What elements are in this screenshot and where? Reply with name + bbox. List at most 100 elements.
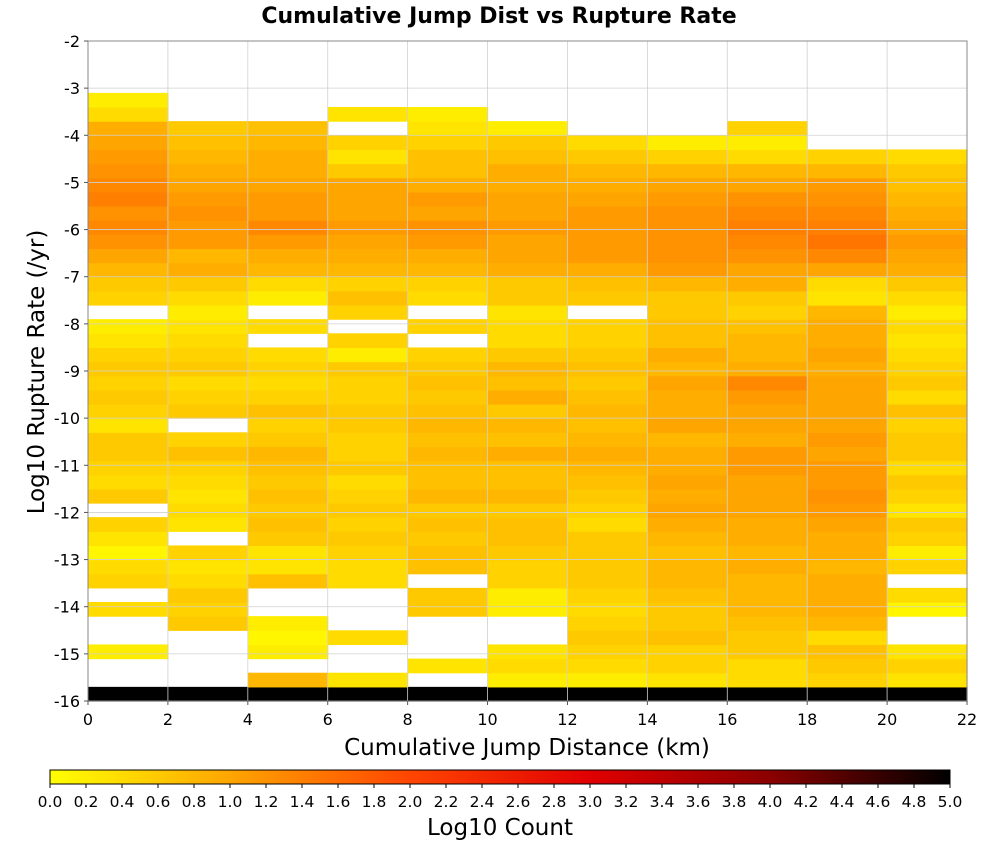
heatmap-cell <box>647 630 728 646</box>
heatmap-cell <box>727 432 808 448</box>
heatmap-cell <box>567 602 648 617</box>
y-tick-label: -10 <box>54 409 80 428</box>
heatmap-cell <box>88 177 169 193</box>
heatmap-cell <box>727 418 808 433</box>
heatmap-cell <box>167 276 249 292</box>
heatmap-cell <box>807 319 888 334</box>
heatmap-cell <box>407 135 489 151</box>
heatmap-cell <box>807 375 888 391</box>
heatmap-cell <box>807 672 888 688</box>
y-tick-label: -2 <box>64 32 80 51</box>
heatmap-cell <box>807 220 888 235</box>
heatmap-cell <box>407 503 489 518</box>
heatmap-cell <box>247 630 329 646</box>
heatmap-cell <box>167 686 249 702</box>
heatmap-cell <box>647 191 728 207</box>
heatmap-cell <box>487 658 569 674</box>
heatmap-cell <box>167 319 249 334</box>
heatmap-cell <box>167 248 249 264</box>
heatmap-cell <box>327 545 409 561</box>
heatmap-cell <box>727 234 808 250</box>
heatmap-cell <box>887 503 968 518</box>
heatmap-cell <box>487 432 569 448</box>
heatmap-cell <box>327 375 409 391</box>
heatmap-cell <box>647 460 728 476</box>
heatmap-cell <box>727 220 808 235</box>
heatmap-cell <box>647 305 728 320</box>
heatmap-cell <box>887 191 968 207</box>
heatmap-cell <box>727 488 808 504</box>
heatmap-cell <box>487 276 569 292</box>
heatmap-cell <box>167 587 249 603</box>
heatmap-cell <box>88 135 169 151</box>
heatmap-cell <box>88 149 169 165</box>
heatmap-cell <box>487 149 569 165</box>
heatmap-cell <box>247 432 329 448</box>
heatmap-cell <box>247 616 329 631</box>
heatmap-cell <box>487 220 569 235</box>
heatmap-cell <box>567 573 648 589</box>
heatmap-cell <box>88 446 169 462</box>
heatmap-cell <box>567 686 648 702</box>
heatmap-cell <box>247 446 329 462</box>
y-axis-ticks: -2 -3 -4 -5 -6 -7 -8 -9 -10 -11 -12 -13 -14 -15 -16 <box>54 32 88 711</box>
heatmap-cell <box>567 658 648 674</box>
heatmap-cell <box>727 389 808 405</box>
heatmap-cell <box>167 375 249 391</box>
heatmap-cell <box>887 531 968 547</box>
heatmap-cell <box>167 545 249 561</box>
heatmap-cell <box>327 503 409 518</box>
heatmap-cell <box>727 333 808 349</box>
heatmap-cell <box>727 573 808 589</box>
y-tick-label: -7 <box>64 268 80 287</box>
heatmap-cell <box>727 206 808 221</box>
heatmap-cell <box>327 488 409 504</box>
colorbar-tick-label: 0.8 <box>182 793 207 811</box>
heatmap-cell <box>247 347 329 363</box>
heatmap-cell <box>567 361 648 377</box>
heatmap-cell <box>88 573 169 589</box>
heatmap-cell <box>167 135 249 151</box>
heatmap-cell <box>327 531 409 547</box>
heatmap-cell <box>327 446 409 462</box>
heatmap-cell <box>887 474 968 490</box>
heatmap-cell <box>247 672 329 688</box>
heatmap-cell <box>167 234 249 250</box>
heatmap-cell <box>167 305 249 320</box>
heatmap-cell <box>407 545 489 561</box>
heatmap-cell <box>487 177 569 193</box>
heatmap-cell <box>567 347 648 363</box>
colorbar-tick-label: 2.2 <box>434 793 459 811</box>
heatmap-cell <box>167 290 249 306</box>
heatmap-cell <box>647 262 728 278</box>
heatmap-cell <box>407 375 489 391</box>
x-tick-label: 12 <box>557 710 577 729</box>
x-tick-label: 4 <box>243 710 253 729</box>
colorbar-tick-label: 0.6 <box>146 793 171 811</box>
heatmap-cell <box>647 177 728 193</box>
heatmap-cell <box>487 347 569 363</box>
heatmap-cell <box>487 587 569 603</box>
heatmap-cell <box>647 347 728 363</box>
heatmap-cell <box>887 686 968 702</box>
heatmap-cell <box>727 121 808 136</box>
heatmap-cell <box>407 319 489 334</box>
x-axis-label: Cumulative Jump Distance (km) <box>344 735 710 761</box>
heatmap-cell <box>727 248 808 264</box>
heatmap-cell <box>487 361 569 377</box>
heatmap-cell <box>487 206 569 221</box>
heatmap-cell <box>887 177 968 193</box>
heatmap-cell <box>167 517 249 532</box>
heatmap-cell <box>247 234 329 250</box>
heatmap-cell <box>887 234 968 250</box>
heatmap-cell <box>887 149 968 165</box>
heatmap-cell <box>727 644 808 660</box>
heatmap-cell <box>327 305 409 320</box>
heatmap-cell <box>88 418 169 433</box>
heatmap-cell <box>887 276 968 292</box>
heatmap-cell <box>167 616 249 631</box>
heatmap-cell <box>727 616 808 631</box>
y-tick-label: -14 <box>54 598 80 617</box>
heatmap-cell <box>407 559 489 575</box>
heatmap-cell <box>647 248 728 264</box>
